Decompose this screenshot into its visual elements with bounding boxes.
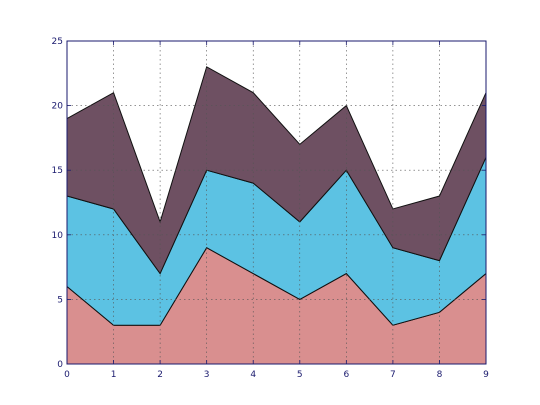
y-tick-label: 25 [52,37,63,47]
series-areas [66,66,487,365]
x-tick-label: 9 [483,370,489,380]
y-tick-label: 15 [52,166,63,176]
x-tick-label: 0 [64,370,70,380]
x-tick-label: 2 [157,370,163,380]
x-axis-tick-labels: 0 1 2 3 4 5 6 7 8 9 [64,370,489,380]
x-tick-label: 6 [343,370,349,380]
y-tick-label: 20 [52,102,64,112]
tick-marks [66,40,487,365]
x-tick-label: 8 [437,370,443,380]
x-tick-label: 5 [297,370,303,380]
y-tick-label: 10 [52,231,64,241]
plot-frame [66,40,487,365]
y-tick-label: 0 [57,360,63,370]
y-axis-tick-labels: 0 5 10 15 20 25 [52,37,64,370]
y-tick-label: 5 [57,295,63,305]
x-tick-label: 1 [111,370,117,380]
x-tick-label: 3 [204,370,210,380]
x-tick-label: 4 [250,370,256,380]
x-tick-label: 7 [390,370,396,380]
